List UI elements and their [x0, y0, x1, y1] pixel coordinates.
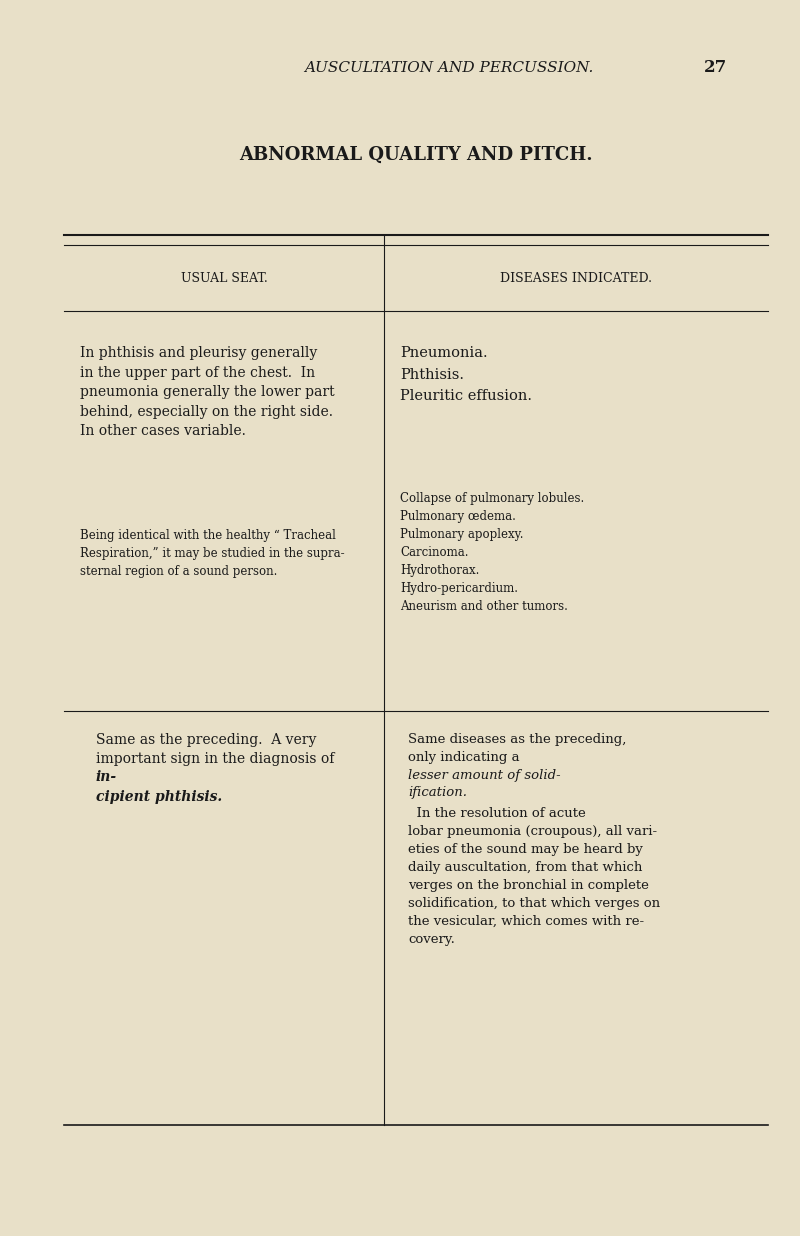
- Text: ABNORMAL QUALITY AND PITCH.: ABNORMAL QUALITY AND PITCH.: [239, 146, 593, 163]
- Text: USUAL SEAT.: USUAL SEAT.: [181, 272, 267, 284]
- Text: In the resolution of acute
lobar pneumonia (croupous), all vari-
eties of the so: In the resolution of acute lobar pneumon…: [408, 807, 660, 946]
- Text: in-: in-: [96, 770, 117, 784]
- Text: Collapse of pulmonary lobules.
Pulmonary œdema.
Pulmonary apoplexy.
Carcinoma.
H: Collapse of pulmonary lobules. Pulmonary…: [400, 492, 584, 613]
- Text: cipient phthisis.: cipient phthisis.: [96, 790, 222, 803]
- Text: Same diseases as the preceding,
only indicating a: Same diseases as the preceding, only ind…: [408, 733, 626, 764]
- Text: In phthisis and pleurisy generally
in the upper part of the chest.  In
pneumonia: In phthisis and pleurisy generally in th…: [80, 346, 334, 438]
- Text: lesser amount of solid-: lesser amount of solid-: [408, 769, 561, 782]
- Text: AUSCULTATION AND PERCUSSION.: AUSCULTATION AND PERCUSSION.: [304, 61, 594, 75]
- Text: DISEASES INDICATED.: DISEASES INDICATED.: [500, 272, 652, 284]
- Text: Being identical with the healthy “ Tracheal
Respiration,” it may be studied in t: Being identical with the healthy “ Trach…: [80, 529, 345, 578]
- Text: 27: 27: [704, 59, 727, 77]
- Text: ification.: ification.: [408, 786, 467, 800]
- Text: Pneumonia.
Phthisis.
Pleuritic effusion.: Pneumonia. Phthisis. Pleuritic effusion.: [400, 346, 532, 403]
- Text: Same as the preceding.  A very
important sign in the diagnosis of: Same as the preceding. A very important …: [96, 733, 338, 766]
